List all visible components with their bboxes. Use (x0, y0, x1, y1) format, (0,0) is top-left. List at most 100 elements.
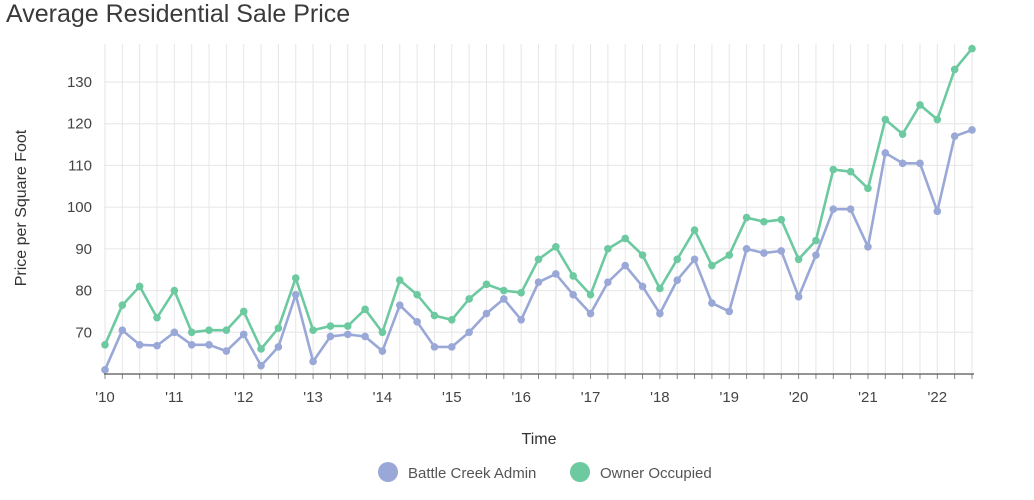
data-point (586, 309, 595, 318)
data-point (482, 309, 491, 318)
x-tick-label: '22 (928, 389, 948, 406)
data-point (274, 324, 283, 332)
data-point (205, 341, 213, 349)
data-point (500, 295, 508, 303)
data-point (864, 242, 872, 251)
data-point (742, 245, 751, 253)
data-point (222, 347, 231, 355)
data-point (222, 326, 231, 335)
data-point (604, 278, 612, 287)
data-point (725, 251, 734, 259)
data-point (898, 159, 907, 168)
data-point (916, 159, 924, 168)
y-tick-label: 90 (75, 241, 92, 258)
data-point (586, 290, 595, 299)
data-point (257, 345, 265, 353)
data-point (742, 213, 751, 222)
y-tick-label: 120 (67, 116, 92, 133)
data-point (378, 328, 387, 337)
data-point (604, 245, 612, 253)
data-point (239, 330, 248, 339)
data-point (621, 261, 629, 270)
data-point (430, 311, 439, 320)
x-tick-label: '10 (95, 389, 115, 406)
data-point (291, 290, 300, 299)
x-tick-label: '21 (858, 389, 878, 406)
data-point (135, 341, 144, 349)
data-point (239, 307, 248, 316)
data-point (257, 361, 265, 370)
y-tick-label: 70 (75, 324, 92, 341)
data-point (552, 242, 560, 251)
data-point (794, 293, 803, 301)
chart-title: Average Residential Sale Price (6, 0, 351, 28)
data-point (812, 236, 820, 245)
data-point (881, 149, 890, 157)
data-point (413, 290, 421, 299)
data-point (638, 282, 647, 291)
legend-label[interactable]: Owner Occupied (600, 465, 712, 482)
data-point (187, 341, 196, 349)
data-point (708, 261, 716, 270)
data-point (413, 318, 421, 326)
data-point (430, 343, 439, 351)
data-point (968, 44, 976, 53)
legend-marker[interactable] (378, 462, 398, 482)
data-point (448, 315, 456, 324)
data-point (552, 270, 560, 278)
data-point (638, 251, 647, 259)
data-point (569, 290, 577, 299)
x-tick-label: '17 (581, 389, 601, 406)
legend-label[interactable]: Battle Creek Admin (408, 465, 536, 482)
x-axis-label: Time (522, 431, 557, 448)
data-point (343, 322, 352, 330)
data-point (500, 286, 508, 295)
x-tick-label: '14 (373, 389, 393, 406)
data-point (794, 255, 803, 264)
data-point (898, 130, 907, 138)
data-point (153, 313, 161, 322)
data-point (309, 326, 317, 335)
y-tick-label: 80 (75, 283, 92, 300)
data-point (777, 215, 786, 224)
x-tick-label: '13 (303, 389, 323, 406)
data-point (309, 357, 317, 366)
data-point (153, 341, 161, 350)
x-tick-label: '20 (789, 389, 809, 406)
data-point (326, 332, 335, 341)
data-point (274, 343, 283, 351)
data-point (517, 315, 525, 324)
data-point (326, 322, 335, 330)
data-point (777, 247, 786, 255)
data-point (673, 255, 682, 264)
data-point (170, 328, 179, 337)
data-point (465, 328, 473, 337)
y-tick-label: 100 (67, 199, 92, 216)
data-point (933, 115, 942, 124)
data-point (361, 305, 369, 314)
data-point (656, 284, 664, 293)
data-point (864, 184, 872, 193)
x-tick-label: '15 (442, 389, 462, 406)
data-point (517, 288, 525, 297)
data-point (916, 101, 924, 109)
data-point (950, 132, 959, 141)
x-tick-label: '11 (165, 389, 183, 406)
data-point (846, 167, 855, 176)
y-axis-label: Price per Square Foot (13, 129, 30, 286)
data-point (291, 274, 300, 282)
data-point (846, 205, 855, 214)
data-point (101, 341, 109, 349)
data-point (760, 217, 768, 226)
data-point (482, 280, 491, 289)
data-point (569, 272, 577, 280)
data-point (170, 286, 179, 295)
legend-marker[interactable] (570, 462, 590, 482)
data-point (829, 165, 838, 174)
data-point (118, 301, 127, 309)
x-tick-label: '12 (234, 389, 254, 406)
x-tick-label: '16 (511, 389, 531, 406)
data-point (343, 330, 352, 339)
data-point (101, 366, 109, 374)
